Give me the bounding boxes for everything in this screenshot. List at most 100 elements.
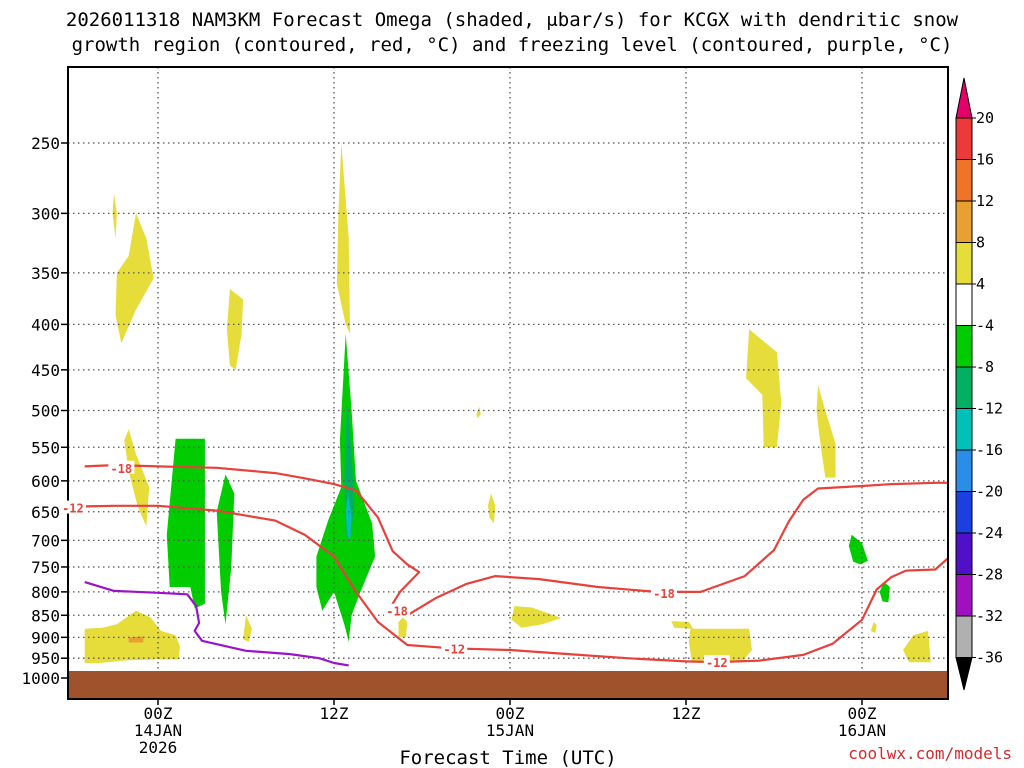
colorbar-label-8: -16 (976, 441, 1003, 459)
omega-region-down-4-e (336, 143, 351, 334)
plot-area (68, 67, 948, 699)
omega-region-down-4-o (870, 622, 877, 633)
omega-region-down-4-c (226, 289, 244, 370)
colorbar-segment-11 (955, 532, 973, 575)
ytick-label-250: 250 (31, 134, 60, 153)
colorbar-segment-2 (955, 159, 973, 202)
contour-label-bg-1 (384, 603, 411, 617)
omega-region-down-4-n (816, 385, 836, 478)
ytick-label-450: 450 (31, 361, 60, 380)
omega-region-upward-8-d (848, 534, 868, 565)
colorbar-label-10: -24 (976, 524, 1003, 542)
contour-label-0: -18 (110, 462, 132, 476)
colorbar-segment-6 (955, 325, 973, 368)
freezing-level-contour (84, 581, 349, 667)
colorbar-label-9: -20 (976, 483, 1003, 501)
ytick-label-600: 600 (31, 472, 60, 491)
omega-region-down-4-g (84, 610, 180, 663)
plot-frame (67, 66, 949, 700)
ytick-label-550: 550 (31, 438, 60, 457)
colorbar-segment-13 (955, 615, 973, 658)
omega-region-down-4-q (476, 406, 481, 419)
contour-label-4: -12 (443, 642, 465, 656)
colorbar-label-2: 12 (976, 192, 994, 210)
contour-label-3: -12 (62, 502, 84, 516)
colorbar: 20 16 12 8 4 -4 -8 -12 -16 -20 -24 -28 -32 -36 (955, 77, 1003, 691)
colorbar-label-3: 8 (976, 234, 985, 252)
chart-title-line2: growth region (contoured, red, °C) and f… (72, 34, 953, 56)
y-axis: 250 300 350 400 450 500 550 600 650 700 750 800 850 9… (21, 134, 68, 688)
omega-region-down-4-b (115, 213, 154, 344)
colorbar-label-11: -28 (976, 566, 1003, 584)
contour-label-5: -12 (706, 656, 728, 670)
colorbar-segment-5 (955, 283, 973, 326)
colorbar-label-7: -12 (976, 400, 1003, 418)
omega-region-down-4-a (112, 193, 117, 239)
omega-region-upward-8-e (879, 582, 890, 603)
ytick-label-900: 900 (31, 628, 60, 647)
omega-region-down-4-i (488, 493, 496, 524)
dgz-upper-contour (84, 464, 948, 617)
plot-gridlines (68, 67, 948, 699)
omega-region-down-4-f (243, 615, 252, 642)
xtick-time-48: 00Z (848, 704, 877, 723)
omega-region-down-4-j (511, 606, 562, 628)
omega-region-down-4-l (746, 329, 782, 448)
colorbar-segment-4 (955, 242, 973, 285)
xtick-date-0: 14JAN (134, 721, 182, 740)
contour-label-bg-2 (651, 585, 677, 599)
ground-terrain (68, 671, 948, 699)
ytick-label-650: 650 (31, 503, 60, 522)
colorbar-label-0: 20 (976, 109, 994, 127)
xtick-time-12: 12Z (320, 704, 349, 723)
chart-title-line1: 2026011318 NAM3KM Forecast Omega (shaded… (66, 9, 959, 31)
ytick-label-400: 400 (31, 315, 60, 334)
omega-region-down-4-p (903, 630, 931, 663)
colorbar-segment-7 (955, 366, 973, 409)
ytick-label-300: 300 (31, 204, 60, 223)
ytick-label-350: 350 (31, 264, 60, 283)
omega-region-down-4-m (688, 628, 752, 663)
xtick-date-24: 15JAN (486, 721, 534, 740)
credit-text: coolwx.com/models (848, 744, 1012, 763)
xtick-date-48: 16JAN (838, 721, 886, 740)
omega-region-down-4-h (398, 617, 408, 638)
contour-label-1: -18 (386, 605, 408, 619)
xtick-time-36: 12Z (672, 704, 701, 723)
contour-label-2: -18 (653, 587, 675, 601)
temperature-contours (84, 464, 948, 667)
omega-region-down-4-k (671, 621, 694, 629)
contour-label-bg-0 (108, 460, 135, 474)
colorbar-label-4: 4 (976, 275, 985, 293)
omega-region-down-8-g (128, 636, 144, 643)
colorbar-segment-8 (955, 408, 973, 451)
ytick-label-500: 500 (31, 402, 60, 421)
ytick-label-750: 750 (31, 558, 60, 577)
ytick-label-950: 950 (31, 649, 60, 668)
colorbar-segment-1 (955, 117, 973, 160)
colorbar-bottom-arrow (955, 657, 973, 691)
ytick-label-1000: 1000 (21, 669, 60, 688)
xtick-year-0: 2026 (139, 738, 178, 757)
omega-region-down-4-d (124, 429, 150, 527)
colorbar-label-13: -36 (976, 649, 1003, 667)
colorbar-label-6: -8 (976, 358, 994, 376)
omega-region-upward-16-c (345, 493, 352, 541)
colorbar-label-12: -32 (976, 607, 1003, 625)
ytick-label-850: 850 (31, 606, 60, 625)
colorbar-label-5: -4 (976, 317, 994, 335)
colorbar-segment-12 (955, 574, 973, 617)
ytick-label-800: 800 (31, 583, 60, 602)
colorbar-segment-3 (955, 200, 973, 243)
omega-region-upward-8-a (166, 438, 205, 609)
xtick-time-0: 00Z (144, 704, 173, 723)
colorbar-top-arrow (955, 77, 973, 119)
ytick-label-700: 700 (31, 531, 60, 550)
colorbar-segment-9 (955, 449, 973, 492)
colorbar-segment-10 (955, 491, 973, 534)
contour-label-bg-3 (59, 500, 86, 514)
contour-label-bg-5 (703, 655, 730, 669)
xtick-time-24: 00Z (496, 704, 525, 723)
